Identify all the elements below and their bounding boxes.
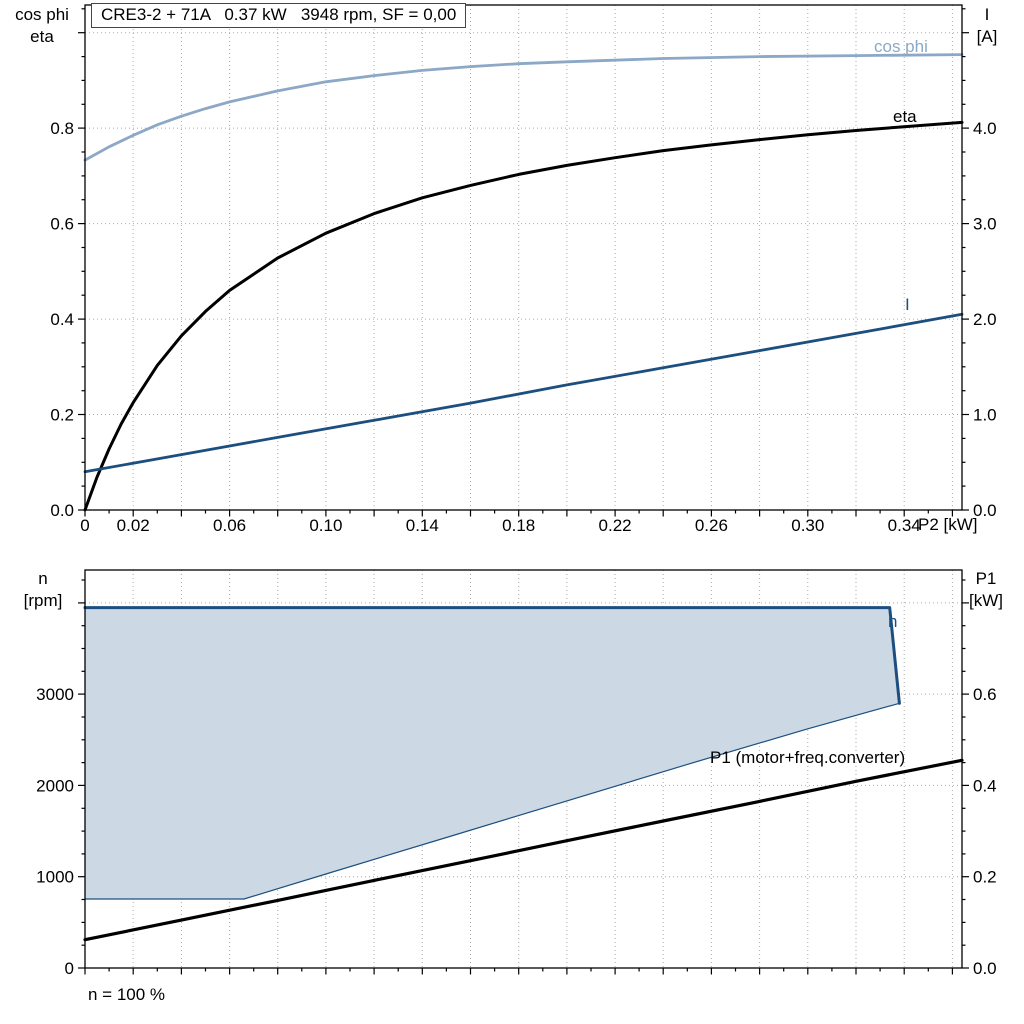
left-tick-label: 0.4 xyxy=(50,310,74,329)
right-tick-label: 0.6 xyxy=(973,685,997,704)
curve-i xyxy=(83,312,964,474)
x-axis-unit-label: P2 [kW] xyxy=(918,515,978,534)
x-tick-label: 0.06 xyxy=(213,516,246,535)
left-tick-label: 0.8 xyxy=(50,119,74,138)
left-tick-label: 2000 xyxy=(36,776,74,795)
x-tick-label: 0.02 xyxy=(117,516,150,535)
x-tick-label: 0.22 xyxy=(599,516,632,535)
x-tick-label: 0.34 xyxy=(888,516,921,535)
eta-axis-label: eta xyxy=(30,27,54,46)
right-tick-label: 4.0 xyxy=(973,119,997,138)
cos-phi-curve-label: cos phi xyxy=(874,37,928,56)
right-tick-label: 0.4 xyxy=(973,776,997,795)
p1-curve-label: P1 (motor+freq.converter) xyxy=(710,748,906,767)
x-tick-label: 0.10 xyxy=(309,516,342,535)
motor-performance-chart: 0 0.02 0.06 0.10 0.14 0.18 0.22 0.26 0.30 0.34 0.0… xyxy=(50,4,997,535)
x-tick-label: 0.30 xyxy=(791,516,824,535)
left-tick-label: 0 xyxy=(65,959,74,978)
left-tick-label: 3000 xyxy=(36,685,74,704)
p1-axis-unit: [kW] xyxy=(969,591,1003,610)
x-tick-label: 0.26 xyxy=(695,516,728,535)
right-tick-label: 0.0 xyxy=(973,959,997,978)
x-tick-label: 0 xyxy=(80,516,89,535)
cos-phi-axis-label: cos phi xyxy=(15,5,69,24)
p1-axis-label: P1 xyxy=(975,569,997,588)
speed-power-chart: 0 1000 2000 3000 0.0 0.2 0.4 0.6 xyxy=(36,569,997,978)
speed-percentage-label: n = 100 % xyxy=(88,985,166,1004)
curve-eta xyxy=(83,120,964,512)
curve-n-lower-limit xyxy=(84,702,900,900)
x-tick-label: 0.14 xyxy=(406,516,439,535)
top-left-axis-label: cos phi eta xyxy=(4,4,80,48)
plot-frame xyxy=(84,4,963,511)
speed-axis-unit: [rpm] xyxy=(23,591,63,610)
right-tick-label: 0.2 xyxy=(973,868,997,887)
top-right-axis-label: I [A] xyxy=(956,4,1018,48)
left-tick-label: 0.0 xyxy=(50,501,74,520)
current-curve-label: I xyxy=(905,295,910,314)
bottom-right-axis-label: P1 [kW] xyxy=(954,568,1018,612)
left-tick-label: 0.2 xyxy=(50,406,74,425)
plot-frame xyxy=(84,569,963,969)
axis-ticks xyxy=(78,579,969,975)
left-tick-label: 1000 xyxy=(36,868,74,887)
current-axis-unit: [A] xyxy=(976,27,998,46)
x-tick-label: 0.18 xyxy=(502,516,535,535)
speed-curve-label: n xyxy=(888,612,898,631)
left-tick-label: 0.6 xyxy=(50,215,74,234)
right-tick-label: 3.0 xyxy=(973,215,997,234)
right-tick-label: 1.0 xyxy=(973,406,997,425)
current-axis-label: I xyxy=(984,5,990,24)
speed-axis-label: n xyxy=(38,569,48,588)
right-tick-label: 0.0 xyxy=(973,501,997,520)
curve-n xyxy=(83,606,901,705)
right-tick-label: 2.0 xyxy=(973,310,997,329)
grid xyxy=(85,5,962,510)
curve-p1-motor-freq-converter- xyxy=(83,758,964,942)
curve-cos-phi xyxy=(83,53,964,162)
operating-range-region xyxy=(85,607,900,899)
chart-title: CRE3-2 + 71A 0.37 kW 3948 rpm, SF = 0,00 xyxy=(91,3,467,28)
bottom-left-axis-label: n [rpm] xyxy=(6,568,80,612)
eta-curve-label: eta xyxy=(893,107,917,126)
axis-ticks xyxy=(78,8,969,517)
